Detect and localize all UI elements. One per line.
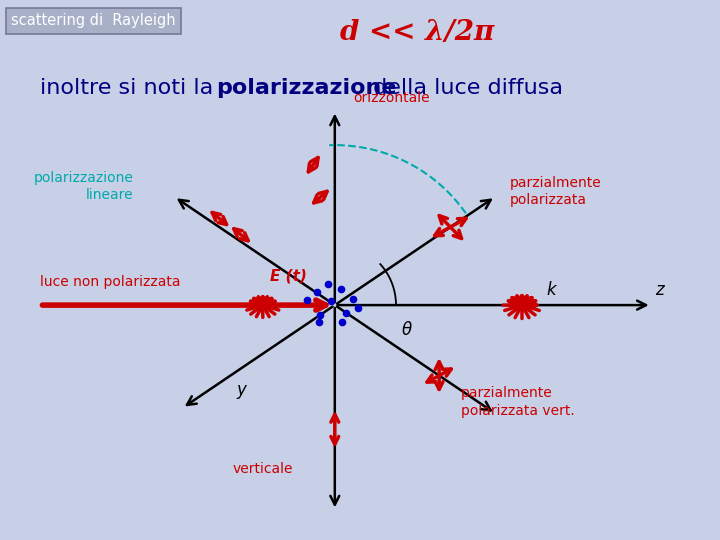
Text: verticale: verticale	[233, 462, 293, 476]
Text: parzialmente
polarizzata: parzialmente polarizzata	[510, 176, 601, 207]
Text: parzialmente
polarizzata vert.: parzialmente polarizzata vert.	[461, 386, 575, 417]
Text: luce non polarizzata: luce non polarizzata	[40, 275, 180, 289]
Text: scattering di  Rayleigh: scattering di Rayleigh	[11, 14, 176, 29]
Text: θ: θ	[402, 321, 412, 339]
Text: polarizzazione: polarizzazione	[216, 78, 397, 98]
Text: orizzontale: orizzontale	[353, 91, 429, 105]
Text: polarizzazione
lineare: polarizzazione lineare	[33, 171, 133, 202]
Text: E (t): E (t)	[270, 268, 307, 284]
Text: della luce diffusa: della luce diffusa	[366, 78, 563, 98]
Text: inoltre si noti la: inoltre si noti la	[40, 78, 220, 98]
Text: k: k	[546, 281, 556, 299]
Text: y: y	[237, 381, 246, 399]
Text: d << λ/2π: d << λ/2π	[341, 19, 495, 46]
Text: z: z	[655, 281, 664, 299]
